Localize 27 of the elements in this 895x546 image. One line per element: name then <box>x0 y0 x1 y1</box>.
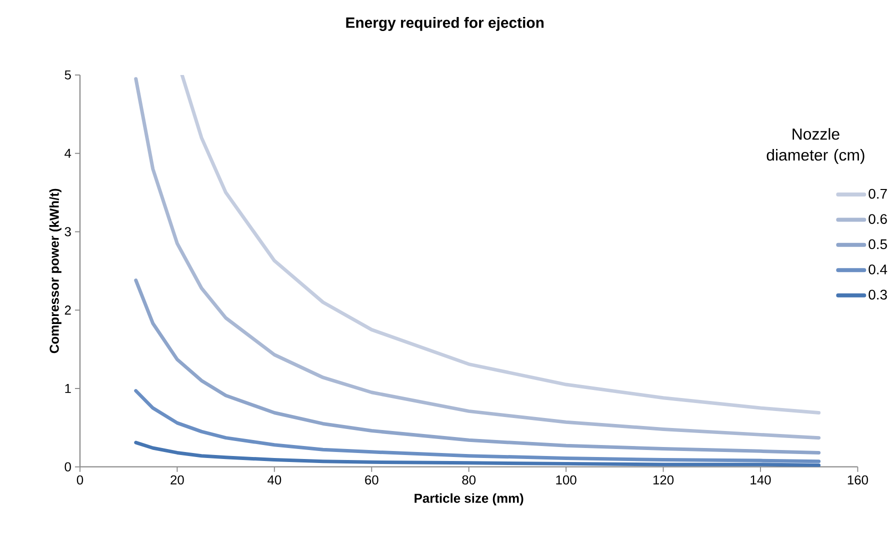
x-tick-label: 140 <box>750 475 771 485</box>
x-tick-label: 100 <box>556 475 576 485</box>
y-tick-label: 5 <box>64 70 71 80</box>
line-series <box>134 389 821 464</box>
legend-label: 0.7 <box>868 188 887 199</box>
y-tick-label: 2 <box>64 306 71 315</box>
x-tick-label: 0 <box>76 475 84 485</box>
x-axis-title: Particle size (mm) <box>414 493 524 506</box>
y-tick-label: 1 <box>65 384 71 393</box>
line-series <box>134 278 821 455</box>
x-tick-label: 60 <box>365 475 378 485</box>
x-tick-label: 40 <box>268 475 282 485</box>
x-tick-label: 20 <box>170 475 184 485</box>
x-tick-label: 120 <box>653 475 674 485</box>
legend-label: 0.5 <box>868 239 887 250</box>
x-tick-label: 80 <box>462 475 476 485</box>
x-tick-label: 160 <box>848 475 868 485</box>
chart-title: Energy required for ejection <box>346 17 544 32</box>
legend-label: 0.3 <box>868 290 887 300</box>
legend-label: 0.6 <box>868 214 887 224</box>
line-series <box>134 440 821 467</box>
legend-title: Nozzle diameter (cm) <box>766 128 864 164</box>
y-tick-label: 4 <box>64 148 72 158</box>
y-axis-title: Compressor power (kWh/t) <box>49 188 62 354</box>
y-tick-label: 0 <box>64 462 71 472</box>
y-tick-label: 3 <box>64 227 71 236</box>
legend-label: 0.4 <box>868 264 888 274</box>
